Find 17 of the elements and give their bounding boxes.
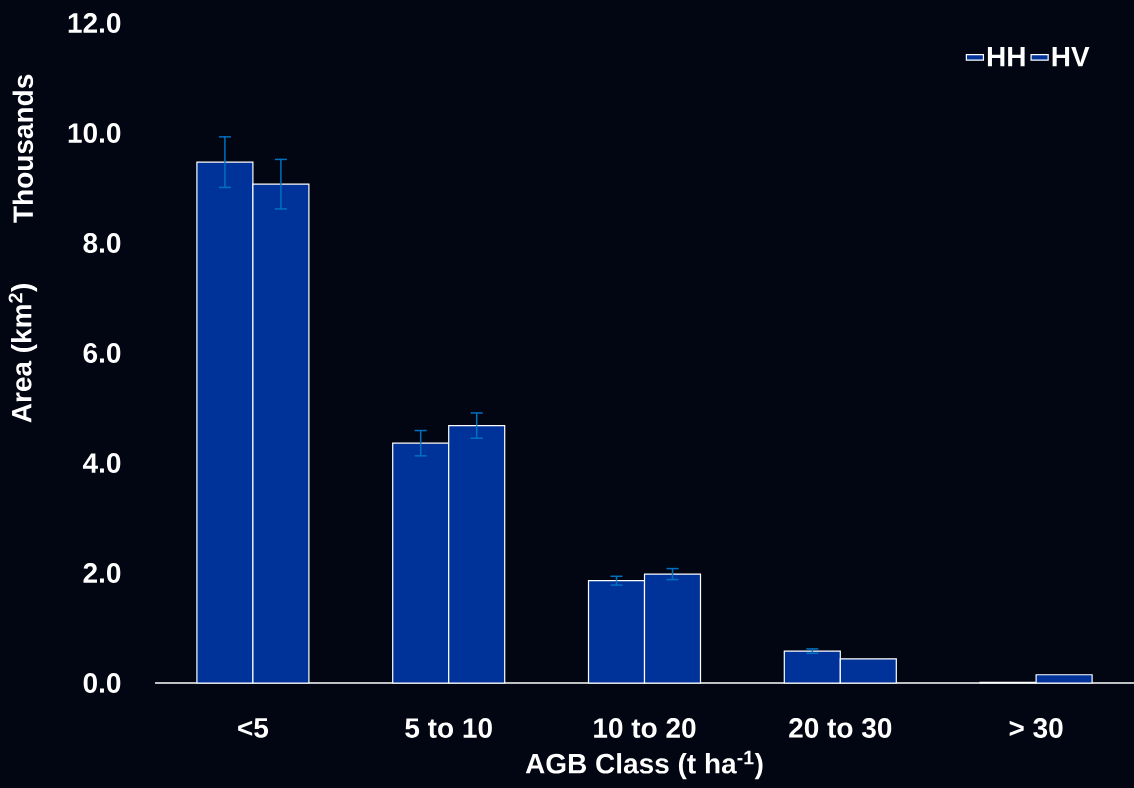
x-tick-label: <5 xyxy=(238,718,269,738)
y-tick-label: 10.0 xyxy=(68,123,121,143)
x-tick-label: > 30 xyxy=(1009,718,1063,738)
legend-label: HV xyxy=(1052,47,1090,67)
y-tick-label: 8.0 xyxy=(83,233,121,253)
x-tick-label: 20 to 30 xyxy=(789,718,892,738)
y-tick-label: 6.0 xyxy=(83,343,121,363)
y-axis-title: Area (km$^{2}$) xyxy=(8,284,38,423)
x-tick-label: 5 to 10 xyxy=(405,718,492,738)
y-tick-label: 4.0 xyxy=(82,453,121,473)
y-tick-label: 0.0 xyxy=(83,673,121,693)
x-axis-title: AGB Class (t ha$^{-1}$) xyxy=(525,750,763,780)
x-tick-label: 10 to 20 xyxy=(594,718,696,738)
y-tick-label: 12.0 xyxy=(68,13,121,33)
text: Thousands xyxy=(12,74,34,223)
y-tick-label: 2.0 xyxy=(83,563,121,583)
legend-label: HH xyxy=(987,47,1025,67)
